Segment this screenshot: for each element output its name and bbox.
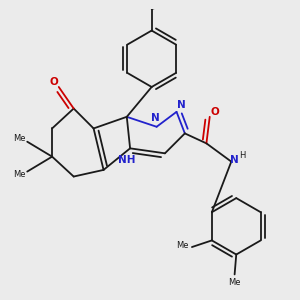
Text: NH: NH <box>118 155 136 165</box>
Text: Me: Me <box>176 241 188 250</box>
Text: O: O <box>210 107 219 117</box>
Text: Me: Me <box>13 134 25 143</box>
Text: Me: Me <box>13 170 25 179</box>
Text: N: N <box>177 100 186 110</box>
Text: N: N <box>151 113 159 124</box>
Text: N: N <box>230 155 239 165</box>
Text: Me: Me <box>228 278 241 287</box>
Text: H: H <box>239 151 245 160</box>
Text: O: O <box>50 77 58 87</box>
